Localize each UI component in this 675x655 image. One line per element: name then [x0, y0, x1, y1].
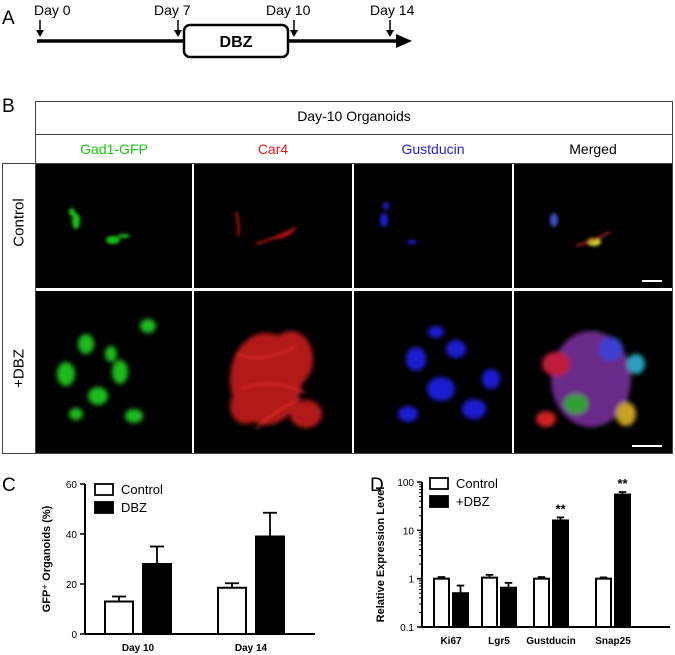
dbz-box-label: DBZ: [220, 34, 253, 51]
bar--dbz-lgr5: [500, 586, 517, 629]
micrograph-dbz-merged: [514, 291, 672, 453]
bar-control-lgr5: [481, 576, 498, 628]
micrograph-control-gustducin: [354, 164, 512, 288]
bar-dbz-day-10: [142, 563, 172, 635]
bar-control-day-14: [217, 586, 247, 635]
micrograph-grid: [36, 164, 672, 453]
y-tick-label: 100: [397, 478, 414, 489]
header-divider: [35, 163, 673, 164]
y-tick-label: 0: [71, 630, 77, 641]
day-0-arrow: [36, 20, 44, 37]
legend-swatch: [429, 495, 449, 508]
title-divider: [35, 134, 673, 135]
scale-bar-dbz: [632, 445, 662, 447]
bar--dbz-ki67: [452, 592, 469, 628]
micrograph-control-car4: [194, 164, 352, 288]
timepoint-day-0: Day 0: [34, 2, 71, 18]
x-tick-label: Gustducin: [526, 636, 575, 647]
timepoint-day-10: Day 10: [266, 2, 311, 18]
y-tick-label: 0.1: [400, 623, 414, 634]
significance-marker: **: [617, 476, 628, 491]
y-axis-label: GFP⁺ Organoids (%): [41, 505, 53, 612]
micrograph-dbz-gad1-gfp: [36, 291, 192, 453]
micrograph-dbz-gustducin: [354, 291, 512, 453]
dbz-treatment-box: [182, 23, 290, 59]
timeline-arrowhead: [396, 34, 412, 48]
timeline-diagram: DBZ: [36, 20, 412, 59]
bar-control-ki67: [433, 577, 450, 628]
day-7-arrow: [174, 20, 182, 37]
bar--dbz-gustducin: [552, 519, 569, 628]
legend-swatch: [94, 483, 114, 496]
micrograph-dbz-car4: [194, 291, 352, 453]
y-tick-label: 60: [66, 480, 78, 491]
panel-c-letter: C: [2, 475, 16, 496]
x-tick-label: Snap25: [595, 636, 631, 647]
day-10-arrow: [290, 20, 298, 37]
column-header-gustducin: Gustducin: [401, 141, 465, 157]
significance-marker: **: [555, 501, 566, 516]
panel-b-title: Day-10 Organoids: [297, 108, 411, 124]
y-tick-label: 40: [66, 530, 78, 541]
x-tick-label: Lgr5: [488, 636, 510, 647]
timepoint-day-14: Day 14: [370, 2, 415, 18]
legend-swatch: [429, 477, 449, 490]
timepoint-day-7: Day 7: [154, 2, 191, 18]
x-tick-label: Day 14: [235, 643, 268, 654]
panel-a-letter: A: [2, 8, 15, 29]
y-tick-label: 1: [408, 575, 414, 586]
bar-control-day-10: [104, 600, 134, 635]
x-tick-label: Ki67: [440, 636, 462, 647]
column-header-merged: Merged: [569, 141, 617, 157]
day-14-arrow: [386, 20, 394, 37]
y-tick-label: 10: [403, 526, 415, 537]
bar-control-snap25: [595, 577, 612, 628]
scale-bar-control: [642, 280, 662, 282]
legend-label: Control: [121, 482, 163, 497]
row-label-control: Control: [10, 198, 28, 247]
column-header-car4: Car4: [257, 141, 289, 157]
panel-b-letter: B: [2, 96, 15, 117]
bar--dbz-snap25: [614, 493, 631, 629]
chart-c-gfp-organoids: 0 20 40 60 GFP⁺ Organoids (%) Day 10 Day 14 Con…: [41, 480, 315, 654]
legend-swatch: [94, 501, 114, 514]
panel-d-letter: D: [370, 475, 384, 496]
bar-dbz-day-14: [255, 535, 285, 635]
bar-control-gustducin: [533, 577, 550, 628]
row-label-dbz: +DBZ: [10, 349, 28, 388]
micrograph-control-gad1-gfp: [36, 164, 192, 288]
legend-label: DBZ: [121, 500, 147, 515]
y-tick-label: 20: [66, 580, 78, 591]
rowlabel-frame: [2, 163, 36, 454]
column-header-gad1-gfp: Gad1-GFP: [80, 141, 148, 157]
x-tick-label: Day 10: [122, 643, 155, 654]
chart-d-relative-expression: 0.1 1 10 100 Relative Expression Level Ki67 Lg…: [375, 476, 670, 647]
y-axis-label: Relative Expression Level: [375, 487, 387, 623]
micrograph-control-merged: [514, 164, 672, 288]
legend-label: +DBZ: [456, 494, 490, 509]
legend-label: Control: [456, 476, 498, 491]
